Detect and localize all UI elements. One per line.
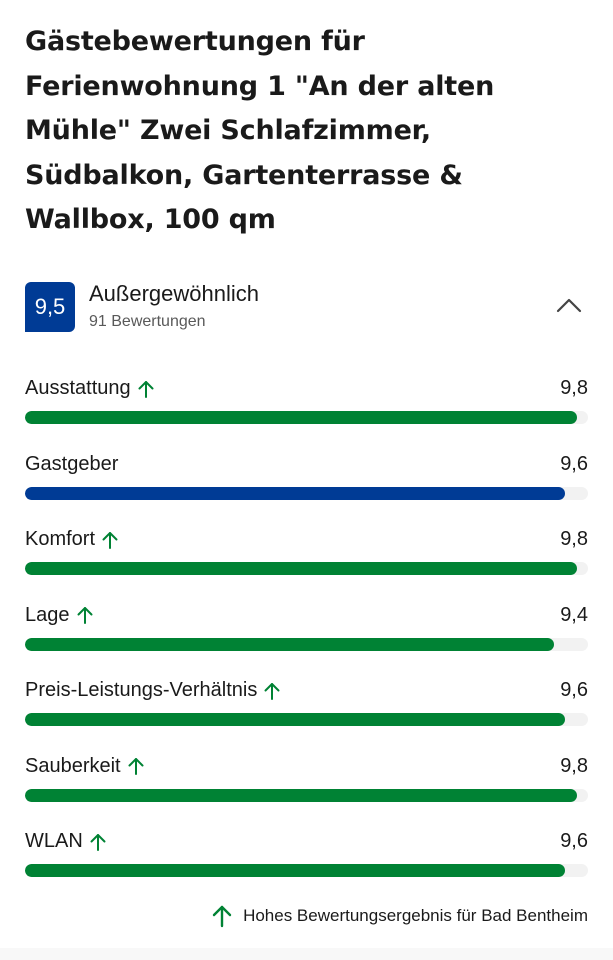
category-label-wrap: WLAN: [25, 830, 107, 853]
arrow-up-icon: [264, 682, 280, 700]
category-list: Ausstattung 9,8 Gastgeber 9,6 Komfort 9,8 Lage…: [25, 377, 588, 906]
page-title: Gästebewertungen für Ferienwohnung 1 "An…: [25, 26, 495, 235]
score-bar-fill: [25, 864, 566, 877]
arrow-up-icon: [102, 531, 118, 549]
category-row: WLAN 9,6: [25, 830, 588, 906]
category-score: 9,6: [560, 830, 588, 852]
category-label: Ausstattung: [25, 377, 131, 399]
score-bar-fill: [25, 788, 577, 802]
category-row: Lage 9,4: [25, 604, 588, 680]
category-score: 9,6: [560, 679, 588, 701]
category-label: Sauberkeit: [25, 754, 121, 777]
score-bar-track: [25, 788, 588, 802]
category-score: 9,6: [560, 452, 588, 475]
category-label-wrap: Sauberkeit: [25, 755, 145, 778]
category-label: Preis-Leistungs-Verhältnis: [25, 679, 258, 701]
category-label: Komfort: [25, 528, 96, 550]
score-bar-track: [25, 637, 588, 651]
category-label-wrap: Komfort: [25, 528, 119, 551]
chevron-up-icon[interactable]: [556, 295, 582, 315]
score-bar-fill: [25, 713, 566, 726]
score-bar-track: [25, 411, 588, 424]
score-bar-track: [25, 713, 588, 726]
category-label-wrap: Preis-Leistungs-Verhältnis: [25, 679, 281, 702]
score-bar-fill: [25, 411, 577, 424]
arrow-up-icon: [212, 905, 232, 928]
arrow-up-icon: [90, 833, 106, 851]
score-bar-track: [25, 562, 588, 575]
category-score: 9,8: [560, 754, 588, 777]
score-label: Außergewöhnlich: [89, 281, 259, 306]
arrow-up-icon: [128, 758, 144, 775]
category-score: 9,8: [560, 377, 588, 399]
category-label-wrap: Ausstattung: [25, 377, 155, 400]
score-bar-track: [25, 864, 588, 877]
category-label-wrap: Lage: [25, 604, 94, 627]
category-row: Ausstattung 9,8: [25, 377, 588, 453]
arrow-up-icon: [138, 380, 154, 398]
score-bar-track: [25, 486, 588, 500]
category-score: 9,8: [560, 528, 588, 550]
category-label-wrap: Gastgeber: [25, 453, 118, 476]
category-score: 9,4: [560, 603, 588, 626]
category-label: Lage: [25, 603, 70, 626]
category-row: Preis-Leistungs-Verhältnis 9,6: [25, 679, 588, 755]
category-label: WLAN: [25, 830, 83, 852]
bottom-divider: [0, 948, 613, 960]
arrow-up-icon: [77, 607, 92, 624]
score-badge: 9,5: [25, 282, 75, 332]
legend-text: Hohes Bewertungsergebnis für Bad Benthei…: [243, 906, 588, 925]
score-bar-fill: [25, 486, 566, 500]
category-row: Sauberkeit 9,8: [25, 755, 588, 831]
review-summary[interactable]: 9,5 Außergewöhnlich 91 Bewertungen: [25, 281, 588, 333]
category-row: Gastgeber 9,6: [25, 453, 588, 529]
review-count: 91 Bewertungen: [89, 313, 206, 330]
score-bar-fill: [25, 562, 577, 575]
legend: Hohes Bewertungsergebnis für Bad Benthei…: [211, 904, 588, 928]
category-row: Komfort 9,8: [25, 528, 588, 604]
score-bar-fill: [25, 637, 555, 651]
category-label: Gastgeber: [25, 452, 119, 475]
